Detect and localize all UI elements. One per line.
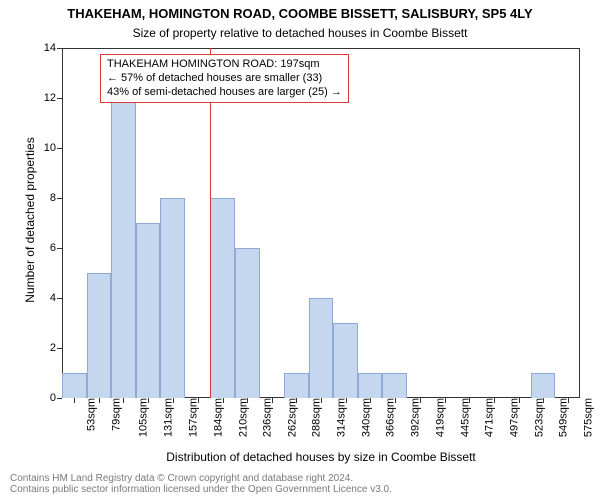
- info-box-line-3: 43% of semi-detached houses are larger (…: [107, 86, 342, 100]
- y-tick-label: 0: [50, 392, 62, 404]
- y-tick-label: 6: [50, 242, 62, 254]
- x-tick-label: 366sqm: [383, 398, 397, 437]
- x-tick-label: 210sqm: [235, 398, 249, 437]
- histogram-bar: [160, 198, 185, 398]
- x-tick-label: 105sqm: [136, 398, 150, 437]
- x-tick-mark: [469, 398, 470, 403]
- x-tick-mark: [568, 398, 569, 403]
- histogram-bar: [62, 373, 87, 398]
- x-tick-label: 157sqm: [185, 398, 199, 437]
- x-tick-label: 236sqm: [260, 398, 274, 437]
- histogram-bar: [531, 373, 556, 398]
- histogram-bar: [284, 373, 309, 398]
- x-tick-mark: [123, 398, 124, 403]
- footer-line-1: Contains HM Land Registry data © Crown c…: [10, 473, 392, 484]
- x-tick-mark: [296, 398, 297, 403]
- histogram-bar: [87, 273, 112, 398]
- histogram-bar: [210, 198, 235, 398]
- footer-line-2: Contains public sector information licen…: [10, 484, 392, 495]
- x-tick-mark: [370, 398, 371, 403]
- x-tick-label: 575sqm: [580, 398, 594, 437]
- x-tick-mark: [494, 398, 495, 403]
- histogram-bar: [111, 98, 136, 398]
- y-tick-label: 8: [50, 192, 62, 204]
- x-tick-mark: [420, 398, 421, 403]
- x-tick-mark: [346, 398, 347, 403]
- x-tick-label: 497sqm: [507, 398, 521, 437]
- y-tick-label: 12: [44, 92, 62, 104]
- x-tick-label: 288sqm: [309, 398, 323, 437]
- x-tick-label: 523sqm: [531, 398, 545, 437]
- y-tick-label: 10: [44, 142, 62, 154]
- histogram-bar: [382, 373, 407, 398]
- x-tick-mark: [247, 398, 248, 403]
- x-tick-label: 262sqm: [284, 398, 298, 437]
- x-tick-mark: [148, 398, 149, 403]
- histogram-bar: [309, 298, 334, 398]
- x-tick-mark: [198, 398, 199, 403]
- y-tick-label: 2: [50, 342, 62, 354]
- histogram-bar: [333, 323, 358, 398]
- x-tick-label: 445sqm: [457, 398, 471, 437]
- x-tick-label: 419sqm: [433, 398, 447, 437]
- chart-title-sub: Size of property relative to detached ho…: [0, 26, 600, 40]
- x-tick-label: 471sqm: [482, 398, 496, 437]
- info-box: THAKEHAM HOMINGTON ROAD: 197sqm ← 57% of…: [100, 54, 349, 103]
- x-tick-label: 53sqm: [84, 398, 98, 431]
- histogram-bar: [358, 373, 383, 398]
- x-tick-mark: [173, 398, 174, 403]
- y-tick-label: 4: [50, 292, 62, 304]
- histogram-bar: [235, 248, 260, 398]
- chart-title-main: THAKEHAM, HOMINGTON ROAD, COOMBE BISSETT…: [0, 6, 600, 21]
- histogram-bar: [136, 223, 161, 398]
- x-tick-mark: [395, 398, 396, 403]
- x-tick-mark: [321, 398, 322, 403]
- x-axis-label: Distribution of detached houses by size …: [62, 450, 580, 464]
- x-tick-label: 549sqm: [556, 398, 570, 437]
- y-tick-label: 14: [44, 42, 62, 54]
- x-tick-mark: [519, 398, 520, 403]
- chart-container: { "chart": { "type": "histogram", "title…: [0, 0, 600, 500]
- x-tick-mark: [445, 398, 446, 403]
- x-tick-label: 340sqm: [358, 398, 372, 437]
- footer: Contains HM Land Registry data © Crown c…: [10, 473, 392, 495]
- x-tick-mark: [272, 398, 273, 403]
- x-tick-mark: [99, 398, 100, 403]
- x-tick-label: 184sqm: [211, 398, 225, 437]
- x-tick-mark: [74, 398, 75, 403]
- y-axis-line: [62, 48, 63, 398]
- x-tick-label: 79sqm: [108, 398, 122, 431]
- x-tick-label: 131sqm: [161, 398, 175, 437]
- info-box-line-1: THAKEHAM HOMINGTON ROAD: 197sqm: [107, 58, 342, 72]
- x-tick-mark: [223, 398, 224, 403]
- x-tick-label: 392sqm: [407, 398, 421, 437]
- info-box-line-2: ← 57% of detached houses are smaller (33…: [107, 72, 342, 86]
- y-axis-label: Number of detached properties: [23, 120, 37, 320]
- x-tick-label: 314sqm: [334, 398, 348, 437]
- x-tick-mark: [543, 398, 544, 403]
